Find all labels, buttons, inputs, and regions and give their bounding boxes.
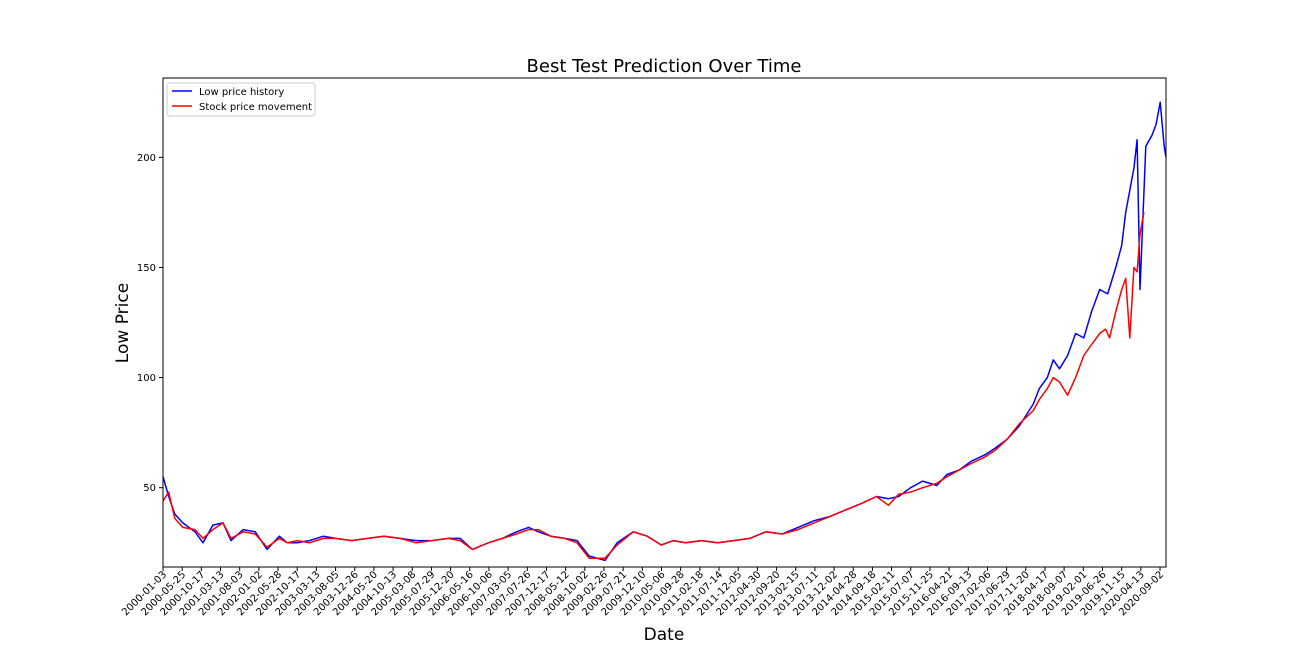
legend-entry-low-price-history: Low price history — [199, 87, 284, 98]
series-line-low-price-history — [162, 101, 1167, 562]
y-tick-label: 150 — [137, 263, 156, 274]
legend: Low price history Stock price movement — [166, 82, 316, 117]
y-axis-label: Low Price — [113, 283, 133, 363]
legend-box — [166, 82, 316, 117]
series-line-stock-price-movement — [162, 212, 1145, 559]
y-tick-label: 200 — [137, 153, 156, 164]
x-axis-label: Date — [644, 625, 685, 645]
legend-entry-stock-price-movement: Stock price movement — [199, 102, 312, 113]
series-layer — [162, 101, 1167, 562]
y-tick-label: 100 — [137, 373, 156, 384]
y-axis: 50 100 150 200 — [137, 153, 163, 494]
chart-title: Best Test Prediction Over Time — [527, 56, 802, 77]
x-axis: 2000-01-032000-05-252000-10-172001-03-13… — [120, 567, 1166, 618]
plot-frame — [162, 77, 1167, 568]
y-tick-label: 50 — [143, 483, 156, 494]
